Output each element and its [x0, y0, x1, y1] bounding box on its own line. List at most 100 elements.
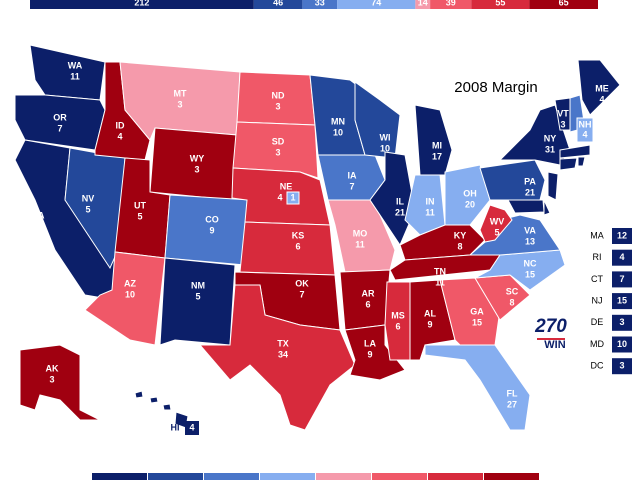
- state-shape: [164, 194, 251, 266]
- small-state-box: [612, 293, 632, 310]
- scale-swatch: [316, 473, 371, 480]
- state-abbr: NY: [544, 133, 557, 143]
- state-shape: [414, 104, 453, 176]
- state-abbr: WI: [380, 132, 391, 142]
- state-shape: [198, 284, 356, 431]
- state-abbr: AZ: [124, 278, 136, 288]
- state-abbr: OH: [463, 188, 477, 198]
- state-votes: 10: [333, 127, 343, 137]
- total-segment: [30, 0, 254, 9]
- state-abbr: NM: [191, 280, 205, 290]
- state-abbr: MN: [331, 116, 345, 126]
- state-votes: 10: [380, 143, 390, 153]
- state-votes: 13: [525, 236, 535, 246]
- state-abbr: MS: [391, 310, 405, 320]
- state-abbr: TX: [277, 338, 289, 348]
- state-abbr: ME: [595, 83, 609, 93]
- state-votes: 6: [365, 299, 370, 309]
- state-abbr: MO: [353, 228, 368, 238]
- state-shape: [162, 403, 172, 411]
- state-abbr: WV: [490, 216, 505, 226]
- state-abbr: OK: [295, 278, 309, 288]
- state-shape: [577, 59, 621, 116]
- state-abbr: KS: [292, 230, 305, 240]
- map-title: 2008 Margin: [454, 79, 537, 96]
- state-abbr: VA: [524, 225, 536, 235]
- logo-number: 270: [534, 316, 567, 337]
- state-votes: 7: [349, 181, 354, 191]
- state-votes: 4: [277, 192, 282, 202]
- scale-swatch: [372, 473, 427, 480]
- small-state-votes: 3: [619, 361, 624, 371]
- state-abbr: CA: [32, 210, 45, 220]
- state-abbr: AR: [362, 288, 375, 298]
- state-votes: 3: [49, 374, 54, 384]
- small-state-box: [612, 271, 632, 288]
- logo-word: WIN: [544, 339, 565, 351]
- state-abbr: TN: [434, 266, 446, 276]
- scale-swatch: [92, 473, 147, 480]
- state-abbr: IA: [348, 170, 358, 180]
- state-shape: [384, 281, 411, 361]
- total-segment: [415, 0, 431, 9]
- state-abbr: AK: [46, 363, 59, 373]
- total-label: 212: [134, 0, 149, 7]
- state-votes: 8: [509, 297, 514, 307]
- state-votes: 4: [189, 422, 194, 432]
- district-votes: 1: [290, 192, 295, 202]
- state-votes: 11: [70, 71, 80, 81]
- small-state-votes: 12: [617, 230, 627, 240]
- state-abbr: WY: [190, 153, 205, 163]
- state-abbr: IN: [426, 196, 435, 206]
- state-votes: 3: [177, 99, 182, 109]
- state-votes: 3: [275, 147, 280, 157]
- state-abbr: SC: [506, 286, 519, 296]
- state-abbr: MI: [432, 140, 442, 150]
- state-shape: [424, 344, 531, 431]
- small-state-abbr: NJ: [592, 295, 603, 305]
- small-state-abbr: DE: [591, 317, 604, 327]
- state-shape: [479, 204, 513, 243]
- state-shape: [369, 151, 416, 247]
- state-abbr: WA: [68, 60, 83, 70]
- state-shape: [29, 44, 106, 101]
- small-state-box: [612, 336, 632, 353]
- state-votes: 5: [85, 204, 90, 214]
- state-abbr: UT: [134, 200, 146, 210]
- state-abbr: NH: [579, 119, 592, 129]
- state-votes: 6: [295, 241, 300, 251]
- state-abbr: CO: [205, 214, 219, 224]
- state-abbr: ND: [272, 90, 285, 100]
- state-votes: 21: [525, 187, 535, 197]
- total-label: 46: [273, 0, 283, 7]
- state-votes: 9: [367, 349, 372, 359]
- state-votes: 9: [427, 319, 432, 329]
- state-votes: 55: [33, 221, 43, 231]
- scale-swatch: [148, 473, 203, 480]
- state-votes: 21: [395, 207, 405, 217]
- state-shape: [149, 396, 159, 404]
- small-state-votes: 10: [617, 339, 627, 349]
- state-shape: [444, 164, 491, 226]
- total-label: 33: [315, 0, 325, 7]
- small-state-abbr: MD: [590, 339, 604, 349]
- small-state-abbr: MA: [590, 230, 604, 240]
- state-votes: 4: [582, 129, 587, 139]
- total-segment: [253, 0, 303, 9]
- state-votes: 15: [472, 317, 482, 327]
- state-abbr: ID: [116, 120, 126, 130]
- state-abbr: OR: [53, 112, 67, 122]
- state-shape: [159, 257, 236, 346]
- state-shape: [84, 251, 166, 346]
- total-label: 55: [495, 0, 505, 7]
- state-abbr: IL: [396, 196, 405, 206]
- total-segment: [302, 0, 338, 9]
- state-votes: 11: [355, 239, 365, 249]
- state-abbr: NC: [524, 258, 537, 268]
- state-votes: 27: [507, 399, 517, 409]
- small-state-abbr: RI: [593, 252, 602, 262]
- small-state-votes: 4: [619, 252, 624, 262]
- state-votes: 10: [125, 289, 135, 299]
- state-abbr: MT: [174, 88, 187, 98]
